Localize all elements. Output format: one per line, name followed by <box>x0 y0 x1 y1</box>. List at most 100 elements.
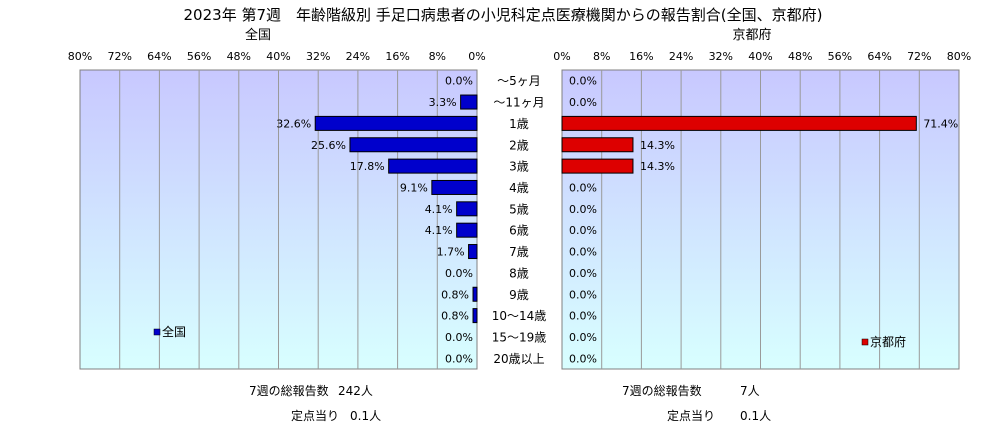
national-bar <box>472 308 478 324</box>
national-data-label: 32.6% <box>276 117 311 130</box>
kyoto-data-label: 0.0% <box>569 331 597 344</box>
national-data-label: 0.0% <box>445 352 473 365</box>
national-legend: 全国 <box>153 324 186 339</box>
kyoto-data-label: 0.0% <box>569 288 597 301</box>
kyoto-x-tick: 40% <box>748 50 772 63</box>
national-bar <box>456 201 478 217</box>
national-data-label: 0.0% <box>445 331 473 344</box>
national-bar <box>431 179 478 195</box>
kyoto-data-label: 0.0% <box>569 75 597 88</box>
national-total-label: 7週の総報告数 <box>249 383 329 398</box>
age-category-label: ～11ヶ月 <box>493 96 544 110</box>
kyoto-subtitle: 京都府 <box>732 28 771 43</box>
kyoto-per-sentinel-label: 定点当り <box>667 408 715 423</box>
kyoto-data-label: 0.0% <box>569 267 597 280</box>
age-category-label: 8歳 <box>509 266 529 280</box>
national-x-tick: 48% <box>227 50 251 63</box>
national-data-label: 0.0% <box>445 75 473 88</box>
age-category-label: 7歳 <box>509 245 529 259</box>
kyoto-data-label: 0.0% <box>569 224 597 237</box>
kyoto-x-tick: 80% <box>947 50 971 63</box>
national-bar <box>472 286 478 302</box>
national-total-value: 242人 <box>338 384 373 398</box>
kyoto-data-label: 0.0% <box>569 203 597 216</box>
kyoto-x-tick: 16% <box>629 50 653 63</box>
kyoto-x-tick: 64% <box>867 50 891 63</box>
national-bar <box>468 244 478 260</box>
national-footer: 7週の総報告数 242人 定点当り 0.1人 <box>249 383 381 423</box>
age-category-label: 5歳 <box>509 202 529 216</box>
kyoto-x-ticks: 0% 8% 16% 24% 32% 40% 48% 56% 64% 72% 80% <box>553 50 971 63</box>
kyoto-per-sentinel-value: 0.1人 <box>740 409 771 423</box>
chart-title: 2023年 第7週 年齢階級別 手足口病患者の小児科定点医療機関からの報告割合(… <box>184 6 823 24</box>
kyoto-bar <box>561 158 634 174</box>
national-per-sentinel-label: 定点当り <box>291 408 339 423</box>
national-x-tick: 72% <box>107 50 131 63</box>
kyoto-data-labels: 0.0% 0.0% 71.4% 14.3% 14.3% 0.0% 0.0% 0.0% 0.0% 0… <box>569 75 958 366</box>
national-data-label: 0.8% <box>441 310 469 323</box>
national-legend-swatch <box>153 328 161 336</box>
national-x-tick: 16% <box>385 50 409 63</box>
national-x-tick: 32% <box>306 50 330 63</box>
age-category-label: 9歳 <box>509 288 529 302</box>
kyoto-legend-swatch <box>861 338 869 346</box>
kyoto-data-label: 0.0% <box>569 352 597 365</box>
kyoto-data-label: 0.0% <box>569 181 597 194</box>
kyoto-data-label: 14.3% <box>640 160 675 173</box>
national-x-tick: 24% <box>346 50 370 63</box>
national-bar <box>460 94 478 110</box>
national-data-label: 1.7% <box>437 246 465 259</box>
age-category-label: 2歳 <box>509 138 529 152</box>
national-data-label: 0.8% <box>441 288 469 301</box>
national-subtitle: 全国 <box>245 27 271 43</box>
national-legend-label: 全国 <box>162 324 186 339</box>
national-data-label: 3.3% <box>429 96 457 109</box>
age-category-label: 6歳 <box>509 224 529 238</box>
kyoto-x-tick: 0% <box>553 50 570 63</box>
kyoto-legend-label: 京都府 <box>870 334 906 349</box>
national-data-label: 4.1% <box>425 203 453 216</box>
national-x-tick: 80% <box>68 50 92 63</box>
kyoto-data-label: 14.3% <box>640 139 675 152</box>
age-category-label: 20歳以上 <box>493 352 544 366</box>
age-category-label: 3歳 <box>509 160 529 174</box>
national-data-label: 0.0% <box>445 267 473 280</box>
age-category-label: 4歳 <box>509 181 529 195</box>
national-data-label: 9.1% <box>400 181 428 194</box>
kyoto-x-tick: 56% <box>828 50 852 63</box>
kyoto-bars <box>561 115 917 174</box>
kyoto-data-label: 71.4% <box>923 117 958 130</box>
national-x-tick: 8% <box>429 50 446 63</box>
age-category-label: 15～19歳 <box>492 330 547 344</box>
national-x-ticks: 80% 72% 64% 56% 48% 40% 32% 24% 16% 8% 0% <box>68 50 486 63</box>
kyoto-legend: 京都府 <box>861 334 906 349</box>
national-bar <box>349 137 478 153</box>
national-per-sentinel-value: 0.1人 <box>350 409 381 423</box>
kyoto-total-value: 7人 <box>740 384 760 398</box>
age-category-labels: ～5ヶ月 ～11ヶ月 1歳 2歳 3歳 4歳 5歳 6歳 7歳 8歳 9歳 10～14歳 15～19歳 2… <box>492 74 547 366</box>
age-category-label: 10～14歳 <box>492 309 547 323</box>
national-x-tick: 40% <box>266 50 290 63</box>
kyoto-x-tick: 72% <box>907 50 931 63</box>
kyoto-x-tick: 48% <box>788 50 812 63</box>
national-bars <box>314 94 478 324</box>
kyoto-data-label: 0.0% <box>569 246 597 259</box>
kyoto-x-tick: 24% <box>669 50 693 63</box>
kyoto-total-label: 7週の総報告数 <box>622 383 702 398</box>
age-category-label: 1歳 <box>509 117 529 131</box>
national-x-tick: 64% <box>147 50 171 63</box>
national-bar <box>314 115 478 131</box>
kyoto-data-label: 0.0% <box>569 96 597 109</box>
kyoto-x-tick: 8% <box>593 50 610 63</box>
national-data-labels: 0.0% 3.3% 32.6%25.6% 17.8% 9.1% 4.1% 4.1% 1.7% 0… <box>276 75 473 366</box>
kyoto-data-label: 0.0% <box>569 310 597 323</box>
kyoto-bar <box>561 115 917 131</box>
kyoto-x-tick: 32% <box>709 50 733 63</box>
national-data-label: 25.6% <box>311 139 346 152</box>
national-x-tick: 56% <box>187 50 211 63</box>
age-category-label: ～5ヶ月 <box>497 74 541 88</box>
national-data-label: 4.1% <box>425 224 453 237</box>
national-x-tick: 0% <box>468 50 485 63</box>
